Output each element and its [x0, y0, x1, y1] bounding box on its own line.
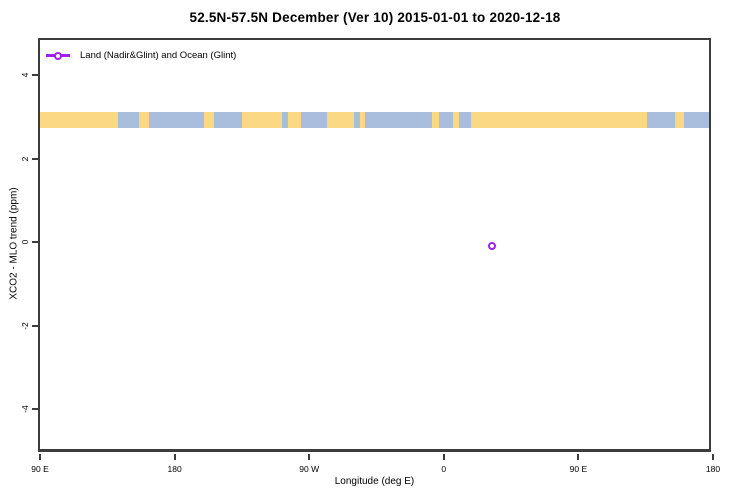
x-tick: [442, 454, 445, 460]
land-segment: [241, 112, 283, 129]
x-tick-label: 90 E: [569, 464, 588, 474]
latitude-map-band: [40, 112, 709, 129]
legend-circle-marker-icon: [54, 51, 62, 60]
y-tick-label: -2: [20, 321, 30, 330]
land-segment: [327, 112, 355, 129]
page-title: 52.5N-57.5N December (Ver 10) 2015-01-01…: [189, 10, 561, 25]
y-tick: [32, 324, 38, 327]
land-segment: [40, 112, 118, 129]
legend-line-marker-icon: [46, 51, 70, 60]
y-tick-label: 0: [20, 239, 30, 245]
data-point: [487, 242, 496, 251]
land-segment: [138, 112, 150, 129]
x-tick: [577, 454, 580, 460]
legend-label: Land (Nadir&Glint) and Ocean (Glint): [80, 50, 237, 61]
land-segment: [674, 112, 684, 129]
land-segment: [360, 112, 365, 129]
x-tick: [39, 454, 41, 460]
x-tick: [308, 454, 311, 460]
legend: Land (Nadir&Glint) and Ocean (Glint): [46, 50, 236, 61]
y-tick: [32, 74, 38, 76]
x-tick-label: 90 W: [299, 464, 320, 474]
land-segment: [431, 112, 440, 129]
y-tick: [32, 157, 38, 160]
land-segment: [288, 112, 301, 129]
y-tick: [32, 408, 38, 410]
x-tick-label: 0: [441, 464, 447, 474]
x-tick: [712, 454, 714, 460]
y-tick-label: -4: [20, 405, 30, 413]
land-segment: [470, 112, 648, 129]
y-tick: [32, 241, 38, 243]
x-tick-label: 90 E: [31, 464, 49, 474]
x-tick: [173, 454, 176, 460]
land-segment: [452, 112, 460, 129]
land-segment: [203, 112, 215, 129]
y-axis-label: XCO2 - MLO trend (ppm): [8, 187, 20, 300]
y-tick-label: 2: [20, 156, 30, 161]
x-tick-label: 180: [705, 464, 721, 474]
plot-area: Land (Nadir&Glint) and Ocean (Glint) 90 …: [20, 38, 720, 474]
x-tick-label: 180: [167, 464, 182, 474]
x-axis-label: Longitude (deg E): [334, 476, 415, 487]
y-tick-label: 4: [20, 72, 30, 78]
